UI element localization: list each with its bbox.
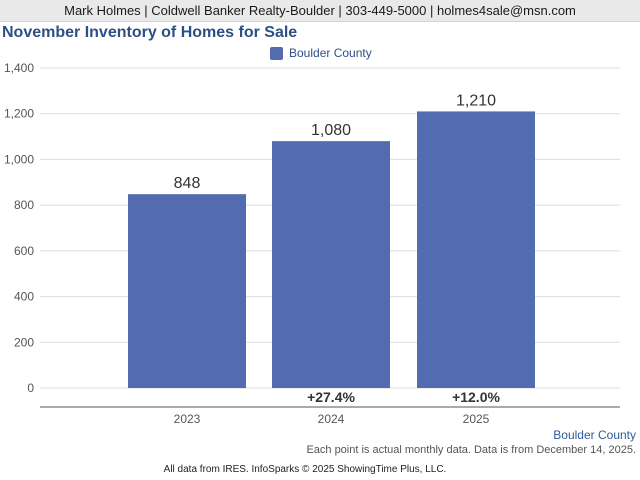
change-label: +12.0% <box>452 389 500 405</box>
data-note: Each point is actual monthly data. Data … <box>306 444 636 456</box>
change-label: +27.4% <box>307 389 355 405</box>
legend-swatch <box>270 46 283 60</box>
series-tag: Boulder County <box>553 428 636 442</box>
x-tick-label: 2023 <box>174 412 201 426</box>
y-tick-label: 0 <box>27 381 34 395</box>
bar-2025[interactable] <box>417 111 535 388</box>
bar-2024[interactable] <box>272 141 390 388</box>
y-tick-label: 1,000 <box>4 152 34 166</box>
bar-2023[interactable] <box>128 194 246 388</box>
y-tick-label: 600 <box>14 244 34 258</box>
y-tick-label: 1,200 <box>4 107 34 121</box>
y-tick-label: 400 <box>14 290 34 304</box>
chart-title: November Inventory of Homes for Sale <box>2 24 298 41</box>
value-label: 1,210 <box>456 92 496 109</box>
legend-label: Boulder County <box>289 46 372 60</box>
y-tick-label: 1,400 <box>4 61 34 75</box>
x-tick-label: 2024 <box>318 412 345 426</box>
source-credit: All data from IRES. InfoSparks © 2025 Sh… <box>163 464 447 475</box>
x-tick-label: 2025 <box>463 412 490 426</box>
y-tick-label: 800 <box>14 198 34 212</box>
y-tick-label: 200 <box>14 335 34 349</box>
value-label: 848 <box>174 175 201 192</box>
value-label: 1,080 <box>311 122 351 139</box>
contact-header: Mark Holmes | Coldwell Banker Realty-Bou… <box>0 0 640 22</box>
legend[interactable]: Boulder County <box>270 46 372 60</box>
